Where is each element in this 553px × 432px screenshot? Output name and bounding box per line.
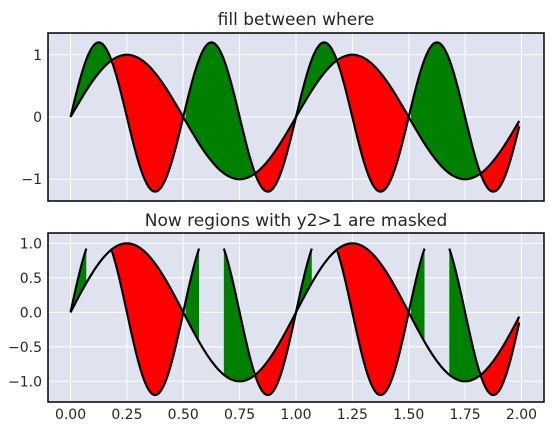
y-tick-label: 0.0: [20, 305, 42, 321]
green-fill-region: [449, 248, 479, 382]
green-fill-region: [185, 248, 200, 342]
bottom-panel: −1.0 −0.5 0.0 0.5 1.0 0.00 0.25 0.50 0.75 1.00 1.2…: [8, 211, 545, 423]
y-tick-label: 0.5: [20, 271, 42, 287]
green-fill-region: [410, 42, 479, 180]
x-tick-label: 1.25: [337, 407, 368, 423]
axes-frame: [47, 32, 545, 202]
top-chart-title: fill between where: [218, 10, 375, 30]
bottom-chart-title: Now regions with y2>1 are masked: [145, 211, 447, 231]
x-tick-label: 0.50: [168, 407, 199, 423]
x-tick-label: 2.00: [506, 407, 537, 423]
y-tick-label: −1.0: [8, 374, 42, 390]
series-line-y2: [69, 248, 521, 397]
series-line-y2: [69, 41, 521, 193]
y-tick-label: 1.0: [20, 236, 42, 252]
x-tick-label: 0.75: [224, 407, 255, 423]
y-tick-label: 1: [33, 48, 42, 64]
x-tick-label: 1.50: [393, 407, 424, 423]
y-tick-label: 0: [33, 110, 42, 126]
green-fill-region: [223, 248, 254, 382]
green-fill-region: [410, 248, 425, 342]
y-tick-label: −1: [21, 172, 42, 188]
y-tick-label: −0.5: [8, 340, 42, 356]
x-tick-label: 0.00: [55, 407, 86, 423]
x-tick-label: 0.25: [111, 407, 142, 423]
axes-frame: [47, 232, 545, 403]
green-fill-region: [185, 42, 254, 180]
top-panel: −1 0 1 fill between where: [21, 10, 545, 202]
x-tick-label: 1.00: [280, 407, 311, 423]
x-tick-label: 1.75: [450, 407, 481, 423]
